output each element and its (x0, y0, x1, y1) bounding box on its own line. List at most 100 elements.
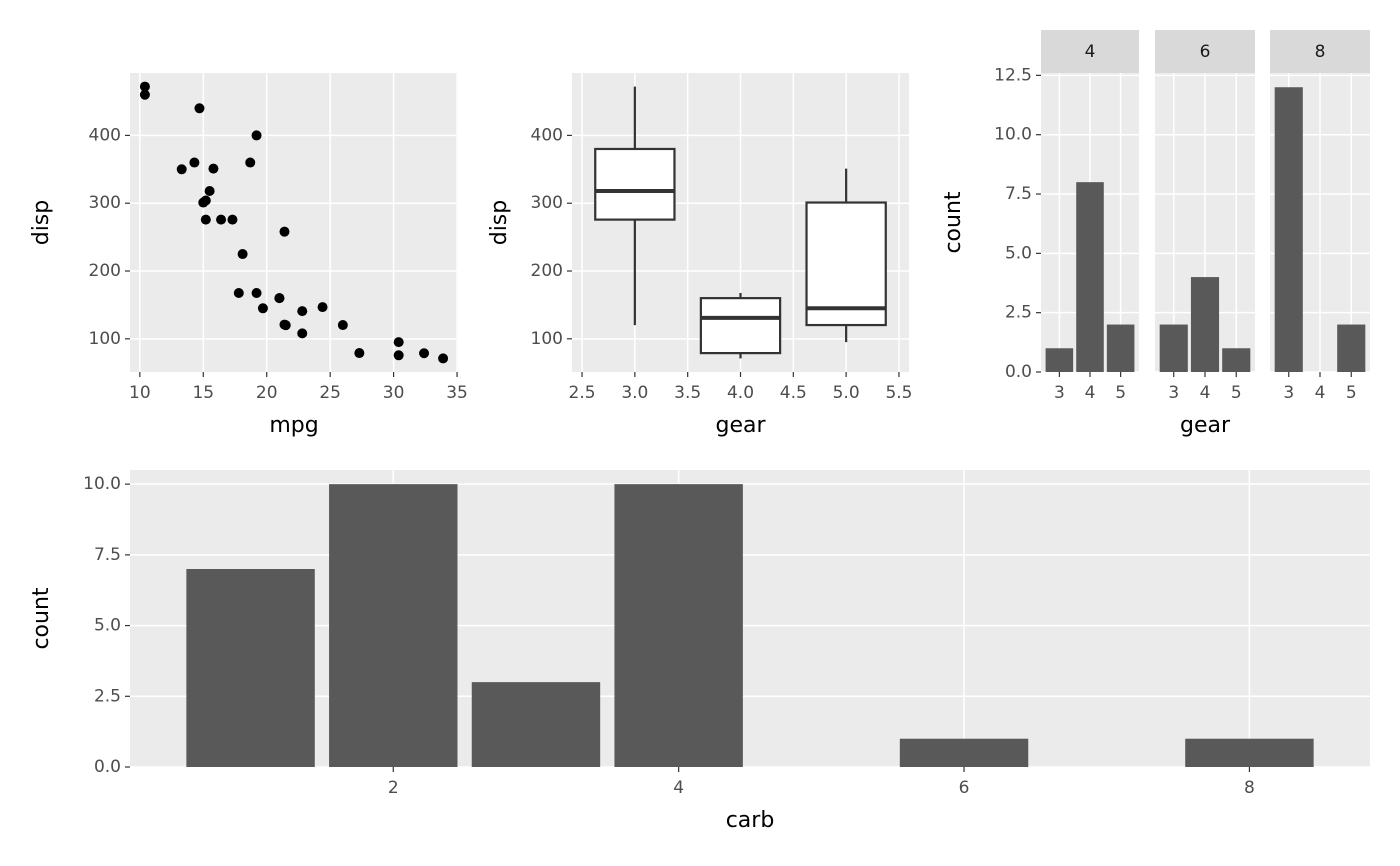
strip-label: 8 (1315, 42, 1326, 62)
x-tick-label: 5 (1346, 383, 1357, 403)
x-axis-title: mpg (269, 413, 318, 438)
point (227, 214, 238, 225)
x-tick-label: 35 (446, 383, 468, 403)
point (194, 103, 205, 114)
x-tick-label: 4 (1200, 383, 1211, 403)
point (139, 81, 150, 92)
x-tick-label: 6 (959, 778, 970, 798)
bar (1337, 324, 1366, 372)
y-axis-title: count (941, 191, 966, 253)
panel-background (130, 470, 1370, 767)
point (251, 130, 262, 141)
y-tick-label: 10.0 (83, 474, 121, 494)
y-tick-label: 100 (531, 329, 563, 349)
box (699, 297, 782, 355)
point (257, 303, 268, 314)
bar (1106, 324, 1135, 372)
x-axis-title: gear (715, 413, 766, 438)
bar (899, 738, 1029, 767)
point (354, 348, 365, 359)
y-axis-title: count (29, 587, 54, 649)
box (805, 201, 887, 327)
y-tick-label: 0.0 (94, 757, 121, 777)
y-tick-label: 300 (531, 193, 563, 213)
x-tick-label: 2.5 (569, 383, 596, 403)
x-tick-label: 20 (256, 383, 278, 403)
x-tick-label: 4 (1315, 383, 1326, 403)
panel-background (130, 73, 458, 372)
y-axis-title: disp (487, 200, 512, 246)
point (204, 186, 215, 197)
y-tick-label: 7.5 (1005, 184, 1032, 204)
y-tick-label: 100 (89, 329, 121, 349)
x-tick-label: 4.0 (727, 383, 754, 403)
strip (1270, 30, 1370, 73)
point (198, 197, 209, 208)
x-tick-label: 3 (1283, 383, 1294, 403)
x-tick-label: 10 (129, 383, 151, 403)
point (176, 164, 187, 175)
y-tick-label: 300 (89, 193, 121, 213)
y-tick-label: 400 (531, 125, 563, 145)
y-tick-label: 0.0 (1005, 362, 1032, 382)
x-tick-label: 25 (319, 383, 341, 403)
point (251, 287, 262, 298)
point (208, 163, 219, 174)
bar (471, 682, 601, 767)
x-tick-label: 5 (1115, 383, 1126, 403)
y-tick-label: 12.5 (994, 65, 1032, 85)
point (438, 353, 449, 364)
y-tick-label: 10.0 (994, 125, 1032, 145)
bar (186, 569, 315, 767)
point (216, 214, 227, 225)
point (393, 337, 404, 348)
x-tick-label: 30 (383, 383, 405, 403)
point (393, 350, 404, 361)
x-tick-label: 8 (1244, 778, 1255, 798)
x-tick-label: 4 (673, 778, 684, 798)
point (279, 226, 290, 237)
point (297, 306, 308, 317)
x-axis-title: carb (726, 808, 775, 833)
y-axis-title: disp (29, 200, 54, 246)
x-tick-label: 3 (1168, 383, 1179, 403)
x-tick-label: 3.0 (621, 383, 648, 403)
x-tick-label: 3.5 (674, 383, 701, 403)
bar (1274, 87, 1303, 372)
bar (614, 484, 743, 767)
bar (1190, 277, 1220, 372)
point (419, 348, 430, 359)
point (139, 89, 150, 100)
x-tick-label: 5.0 (833, 383, 860, 403)
point (274, 293, 285, 304)
y-tick-label: 2.5 (1005, 303, 1032, 323)
bar (1045, 348, 1074, 372)
y-tick-label: 2.5 (94, 686, 121, 706)
bar (329, 484, 458, 767)
y-tick-label: 400 (89, 125, 121, 145)
point (237, 249, 248, 260)
point (317, 302, 328, 313)
bar (1185, 738, 1314, 767)
y-tick-label: 5.0 (1005, 243, 1032, 263)
x-axis-title: gear (1180, 413, 1231, 438)
y-tick-label: 5.0 (94, 616, 121, 636)
strip (1155, 30, 1255, 73)
x-tick-label: 2 (388, 778, 399, 798)
y-tick-label: 200 (89, 261, 121, 281)
x-tick-label: 5.5 (885, 383, 912, 403)
x-tick-label: 3 (1054, 383, 1065, 403)
y-tick-label: 7.5 (94, 545, 121, 565)
point (297, 328, 308, 339)
point (189, 157, 200, 168)
box (594, 147, 676, 221)
point (233, 287, 244, 298)
point (245, 157, 256, 168)
x-tick-label: 4 (1085, 383, 1096, 403)
strip (1041, 30, 1139, 73)
bar (1076, 182, 1104, 372)
x-tick-label: 15 (192, 383, 214, 403)
point (337, 320, 348, 331)
strip-label: 6 (1200, 42, 1211, 62)
